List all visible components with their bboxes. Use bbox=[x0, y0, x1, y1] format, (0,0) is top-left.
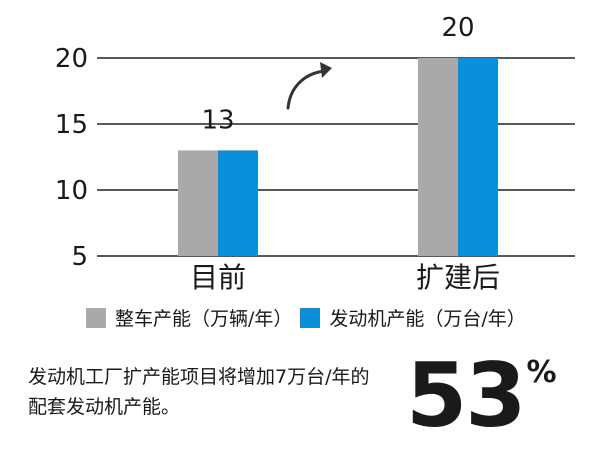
y-tick-labels: 5 10 15 20 bbox=[55, 44, 88, 272]
bar-vehicle-0 bbox=[178, 150, 218, 256]
bar-engine-1 bbox=[458, 58, 498, 256]
bar-chart: 5 10 15 20 13 20 目前 扩建后 bbox=[55, 13, 575, 294]
bar-engine-0 bbox=[218, 150, 258, 256]
y-tick-15: 15 bbox=[55, 110, 88, 140]
highlight-unit: % bbox=[526, 355, 557, 390]
data-label-0: 13 bbox=[201, 105, 234, 135]
grid-lines bbox=[97, 57, 575, 257]
legend-item-engine: 发动机产能（万台/年） bbox=[300, 304, 526, 331]
legend-label-vehicle: 整车产能（万辆/年） bbox=[115, 308, 293, 330]
data-label-1: 20 bbox=[441, 13, 474, 43]
legend-swatch-vehicle bbox=[86, 307, 106, 328]
highlight-value: 53 bbox=[406, 344, 526, 447]
highlight-percentage: 53% bbox=[406, 352, 557, 440]
legend-label-engine: 发动机产能（万台/年） bbox=[329, 308, 526, 330]
y-tick-10: 10 bbox=[55, 176, 88, 206]
legend: 整车产能（万辆/年） 发动机产能（万台/年） bbox=[86, 304, 534, 331]
bars bbox=[178, 58, 498, 256]
data-labels: 13 20 bbox=[201, 13, 474, 135]
bar-vehicle-1 bbox=[418, 58, 458, 256]
legend-item-vehicle: 整车产能（万辆/年） bbox=[86, 304, 292, 331]
capacity-note: 发动机工厂扩产能项目将增加7万台/年的配套发动机产能。 bbox=[28, 366, 370, 418]
legend-swatch-engine bbox=[300, 307, 321, 328]
category-labels: 目前 扩建后 bbox=[190, 261, 500, 294]
y-tick-5: 5 bbox=[71, 242, 88, 272]
category-label-1: 扩建后 bbox=[416, 261, 500, 294]
arrow-head-icon bbox=[320, 62, 332, 78]
category-label-0: 目前 bbox=[190, 261, 246, 294]
y-tick-20: 20 bbox=[55, 44, 88, 74]
curved-up-arrow-icon bbox=[286, 69, 326, 110]
